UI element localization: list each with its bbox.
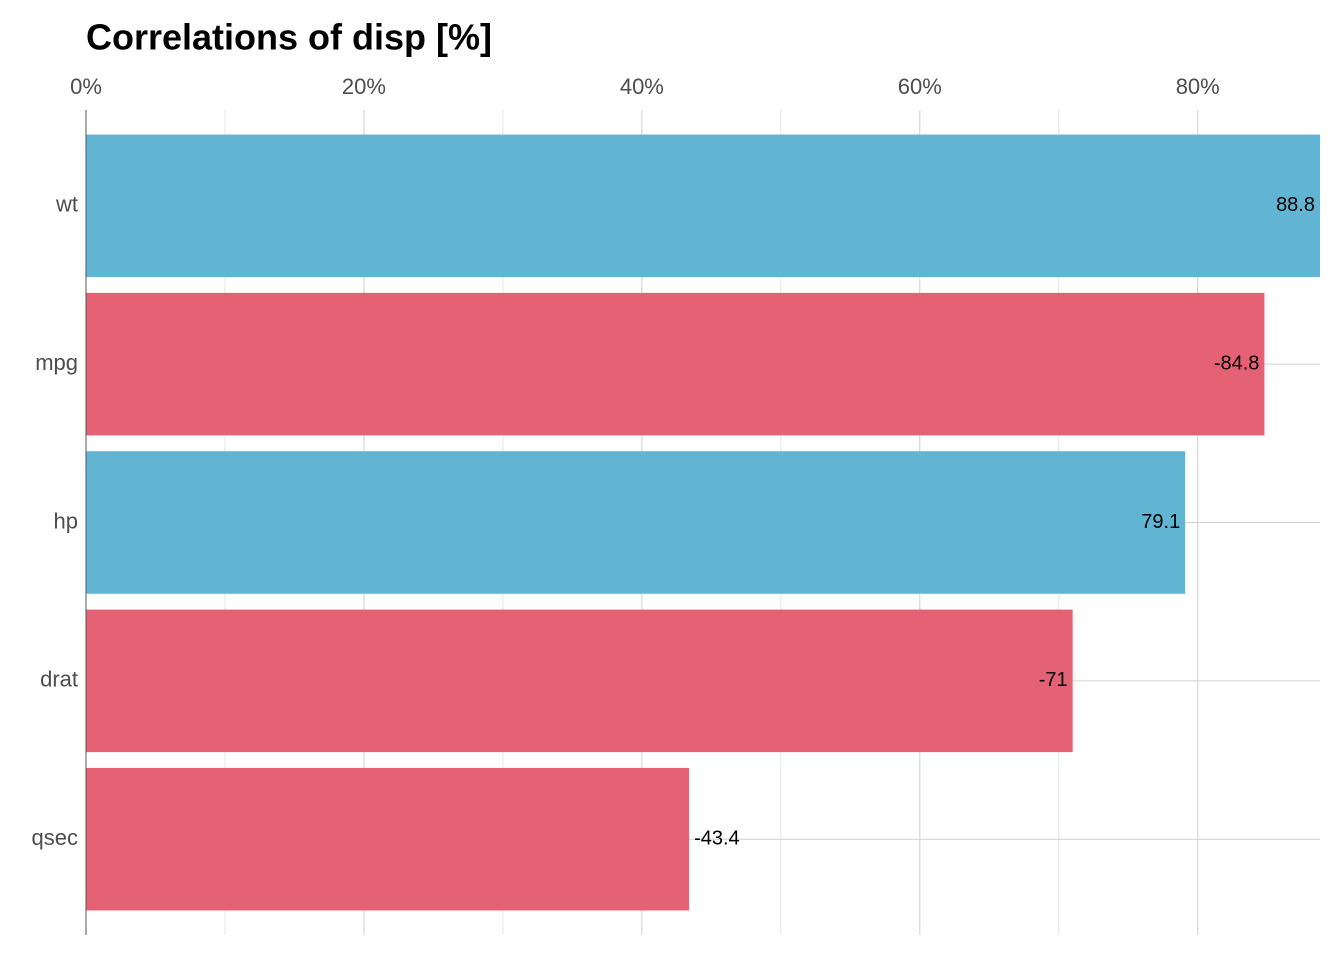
x-tick-label: 60% (898, 74, 942, 99)
value-label: -71 (1039, 669, 1068, 691)
y-tick-label: qsec (32, 825, 78, 850)
bar (86, 451, 1186, 594)
value-label: 88.8 (1276, 194, 1315, 216)
bar (86, 767, 690, 911)
y-tick-label: mpg (35, 350, 78, 375)
value-label: -84.8 (1214, 352, 1260, 374)
x-tick-label: 80% (1176, 74, 1220, 99)
y-tick-label: wt (55, 192, 78, 217)
bar (86, 609, 1073, 753)
bar (86, 134, 1320, 278)
bar (86, 292, 1265, 436)
x-tick-label: 20% (342, 74, 386, 99)
y-tick-label: drat (40, 667, 78, 692)
x-tick-label: 0% (70, 74, 102, 99)
value-label: 79.1 (1141, 511, 1180, 533)
x-tick-label: 40% (620, 74, 664, 99)
y-tick-label: hp (54, 508, 78, 533)
value-label: -43.4 (694, 827, 740, 849)
chart-title: Correlations of disp [%] (86, 17, 492, 58)
